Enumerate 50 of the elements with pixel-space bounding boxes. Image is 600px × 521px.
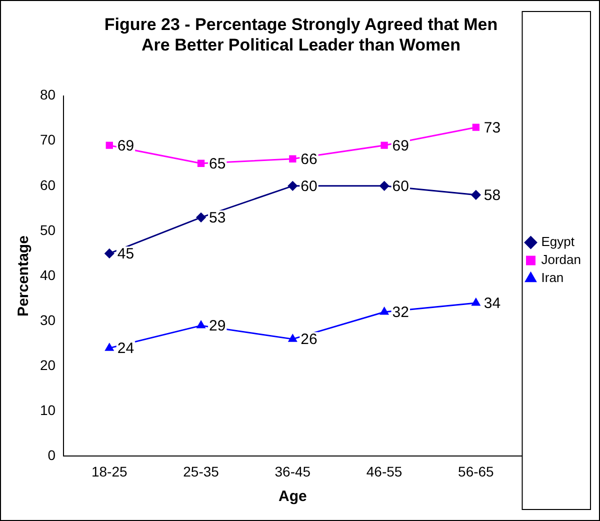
- x-tick-label: 36-45: [274, 463, 311, 480]
- x-tick-label: 56-65: [458, 463, 494, 480]
- y-tick-label: 80: [40, 86, 56, 103]
- point: [380, 181, 390, 191]
- y-tick-label: 30: [40, 312, 56, 328]
- data-label: 26: [300, 331, 318, 348]
- point: [289, 155, 296, 162]
- data-label: 24: [117, 340, 134, 358]
- y-tick-label: 10: [40, 402, 56, 418]
- data-label: 69: [117, 137, 134, 154]
- y-tick-label: 0: [48, 447, 56, 464]
- legend-label: Egypt: [541, 234, 575, 250]
- data-label: 69: [392, 137, 409, 154]
- point: [105, 343, 114, 351]
- x-tick-label: 46-55: [366, 463, 402, 480]
- legend-label: Jordan: [541, 252, 581, 268]
- legend-label: Iran: [541, 270, 564, 286]
- data-label: 58: [484, 187, 501, 204]
- point: [197, 160, 205, 167]
- data-label: 34: [484, 295, 501, 312]
- point: [104, 248, 114, 258]
- point: [106, 142, 113, 149]
- data-label: 32: [392, 304, 409, 322]
- x-axis-title: Age: [278, 488, 307, 506]
- y-tick-label: 20: [40, 356, 56, 373]
- y-tick-label: 40: [40, 266, 56, 283]
- data-label: 29: [209, 318, 226, 335]
- chart-title: Figure 23 - Percentage Strongly Agreed that Men Are Better Political Leader than Women: [104, 14, 498, 54]
- data-label: 73: [484, 119, 501, 136]
- data-label: 66: [300, 151, 318, 168]
- x-tick-label: 18-25: [91, 463, 128, 480]
- point: [196, 212, 206, 222]
- data-label: 65: [209, 156, 226, 173]
- y-tick-label: 60: [40, 176, 56, 193]
- point: [196, 320, 206, 328]
- y-tick-label: 70: [40, 132, 56, 148]
- point: [472, 124, 480, 131]
- point: [472, 298, 480, 306]
- point: [471, 190, 481, 200]
- data-label: 53: [209, 210, 226, 227]
- point: [288, 181, 298, 191]
- data-label: 60: [300, 178, 318, 196]
- point: [380, 142, 388, 149]
- point: [288, 334, 297, 342]
- x-tick-label: 25-35: [183, 463, 220, 480]
- data-label: 60: [392, 178, 409, 196]
- y-tick-label: 50: [40, 222, 56, 238]
- y-axis-title: Percentage: [15, 236, 32, 316]
- point: [380, 307, 389, 315]
- data-label: 45: [117, 246, 134, 263]
